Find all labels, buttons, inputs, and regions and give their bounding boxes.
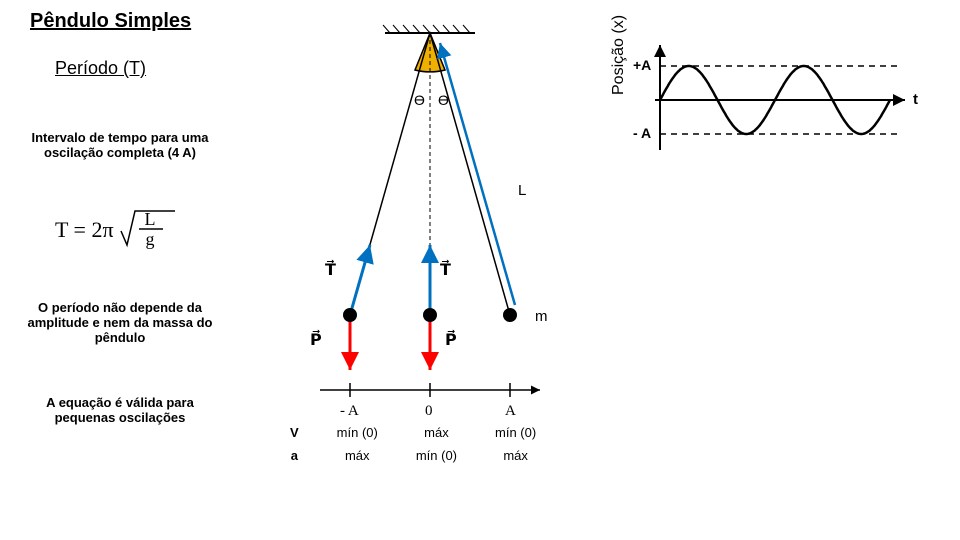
svg-text:T⃗: T⃗ <box>325 259 336 279</box>
svg-text:P⃗: P⃗ <box>445 329 457 349</box>
position-graph: +A - A t <box>605 40 950 160</box>
svg-text:ϴ: ϴ <box>438 92 449 108</box>
table-row: a máx mín (0) máx <box>272 445 554 466</box>
text-equacao-valida: A equação é válida para pequenas oscilaç… <box>25 395 215 425</box>
table-row: V mín (0) máx mín (0) <box>272 422 554 443</box>
pendulum-diagram: ϴ ϴ L T⃗ T⃗ P⃗ P⃗ m <box>290 25 570 395</box>
va-table: V mín (0) máx mín (0) a máx mín (0) máx <box>270 420 556 468</box>
svg-text:- A: - A <box>340 403 359 419</box>
text-nao-depende: O período não depende da amplitude e nem… <box>25 300 215 345</box>
svg-text:P⃗: P⃗ <box>310 329 322 349</box>
svg-text:ϴ: ϴ <box>414 92 425 108</box>
svg-text:L: L <box>145 209 156 229</box>
svg-text:+A: +A <box>633 57 651 73</box>
text-intervalo: Intervalo de tempo para uma oscilação co… <box>10 130 230 160</box>
svg-text:- A: - A <box>633 125 651 141</box>
subtitle-period: Período (T) <box>55 58 146 79</box>
svg-text:L: L <box>518 182 526 199</box>
svg-text:T = 2π: T = 2π <box>55 217 114 242</box>
svg-text:T⃗: T⃗ <box>440 259 451 279</box>
svg-text:t: t <box>913 91 918 108</box>
formula-period: T = 2π L g <box>55 205 195 261</box>
page-title: Pêndulo Simples <box>30 10 191 33</box>
svg-text:m: m <box>535 308 548 325</box>
svg-text:A: A <box>505 403 516 419</box>
svg-text:0: 0 <box>425 403 433 419</box>
svg-text:g: g <box>146 229 155 249</box>
